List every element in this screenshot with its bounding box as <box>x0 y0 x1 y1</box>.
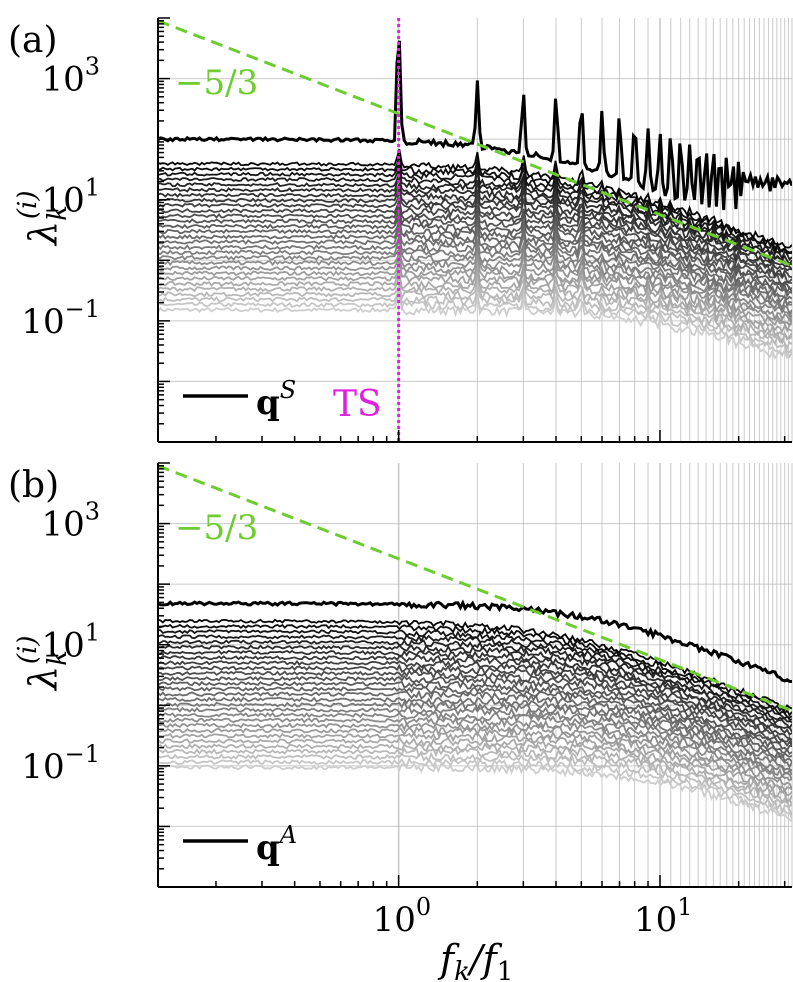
panel-a-axes: 103 101 10−1 <box>21 17 792 443</box>
spectrum-mode-14 <box>158 680 792 755</box>
panel-b-annotations <box>158 464 792 713</box>
spectrum-mode-24 <box>158 731 792 796</box>
panel-a-slope-label: −5/3 <box>175 63 258 103</box>
panel-b-legend-text: qA <box>256 821 297 868</box>
spectrum-mode-11 <box>158 663 792 745</box>
slope-line <box>158 464 792 713</box>
panel-a-label: (a) <box>8 20 58 61</box>
spectrum-mode-22 <box>158 250 792 328</box>
spectrum-mode-16 <box>158 689 792 763</box>
spectrum-mode-19 <box>158 237 792 315</box>
spectrum-mode-11 <box>158 196 792 283</box>
x-axis-label: fk/f1 <box>437 937 513 982</box>
spectrum-mode-12 <box>158 201 792 286</box>
panel-a-legend-text: qS <box>256 376 296 423</box>
spectrum-mode-4 <box>158 160 792 257</box>
spectrum-mode-27 <box>158 280 792 351</box>
spectrum-mode-1 <box>158 40 792 211</box>
spectrum-mode-28 <box>158 284 792 354</box>
spectrum-mode-30 <box>158 293 792 360</box>
spectrum-mode-3 <box>158 154 792 254</box>
spectrum-mode-6 <box>158 639 792 723</box>
panel-b-label: (b) <box>8 465 59 506</box>
spectrum-mode-8 <box>158 180 792 270</box>
y-tick-label: 103 <box>41 53 100 100</box>
spectrum-mode-23 <box>158 256 792 333</box>
spectrum-mode-7 <box>158 176 792 266</box>
spectrum-mode-17 <box>158 225 792 308</box>
panel-b-series <box>158 599 792 823</box>
spectrum-mode-9 <box>158 185 792 272</box>
spectrum-mode-15 <box>158 685 792 758</box>
spectrum-mode-21 <box>158 716 792 782</box>
spectrum-mode-21 <box>158 247 792 323</box>
spectrum-mode-19 <box>158 705 792 776</box>
y-tick-label: 10−1 <box>21 740 100 787</box>
spectrum-mode-23 <box>158 725 792 793</box>
spectrum-mode-9 <box>158 654 792 736</box>
spectrum-mode-15 <box>158 214 792 298</box>
spectrum-mode-2 <box>158 149 792 249</box>
spectrum-mode-17 <box>158 696 792 769</box>
spectrum-mode-20 <box>158 711 792 781</box>
spectrum-mode-10 <box>158 190 792 279</box>
panel-b-axes: 103 101 10−1 100 101 <box>21 462 792 940</box>
spectrum-mode-24 <box>158 262 792 334</box>
panel-b-slope-label: −5/3 <box>175 508 258 548</box>
spectrum-mode-8 <box>158 649 792 733</box>
spectrum-mode-29 <box>158 289 792 359</box>
spectrum-mode-13 <box>158 205 792 290</box>
spectrum-mode-13 <box>158 675 792 752</box>
y-tick-label: 101 <box>41 174 100 221</box>
panel-a-annotations <box>158 18 792 442</box>
spectrum-mode-30 <box>158 762 792 823</box>
spectrum-mode-7 <box>158 644 792 730</box>
spectrum-mode-25 <box>158 268 792 341</box>
x-tick-label: 101 <box>634 893 693 940</box>
panel-a-series <box>158 40 792 360</box>
y-tick-label: 103 <box>41 498 100 545</box>
spectrum-mode-1 <box>158 599 792 683</box>
spectrum-mode-22 <box>158 721 792 790</box>
spectrum-mode-5 <box>158 164 792 262</box>
spectrum-mode-27 <box>158 746 792 809</box>
y-tick-label: 10−1 <box>21 295 100 342</box>
spectrum-mode-12 <box>158 669 792 748</box>
spectrum-mode-14 <box>158 211 792 295</box>
spectrum-mode-2 <box>158 618 792 712</box>
x-tick-label: 100 <box>373 893 432 940</box>
spectrum-mode-28 <box>158 751 792 816</box>
spectrum-mode-25 <box>158 736 792 802</box>
spectrum-mode-6 <box>158 170 792 266</box>
y-tick-label: 101 <box>41 619 100 666</box>
spectrum-mode-4 <box>158 629 792 719</box>
spectrum-mode-3 <box>158 623 792 717</box>
ts-label: TS <box>333 384 382 425</box>
